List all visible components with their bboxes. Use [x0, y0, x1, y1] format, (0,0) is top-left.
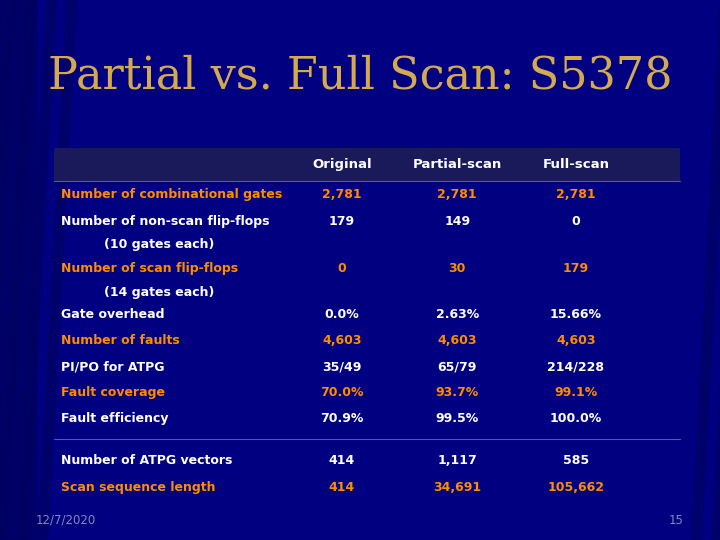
Text: 65/79: 65/79 — [438, 360, 477, 373]
Text: 12/7/2020: 12/7/2020 — [36, 514, 96, 526]
Text: Fault coverage: Fault coverage — [61, 386, 165, 399]
Text: Full-scan: Full-scan — [542, 158, 610, 171]
Text: (14 gates each): (14 gates each) — [104, 286, 215, 299]
Text: 70.0%: 70.0% — [320, 386, 364, 399]
Text: 15.66%: 15.66% — [550, 308, 602, 321]
Text: 414: 414 — [329, 454, 355, 467]
Polygon shape — [691, 0, 720, 540]
Text: Original: Original — [312, 158, 372, 171]
Text: 15: 15 — [669, 514, 684, 526]
Text: 2,781: 2,781 — [437, 188, 477, 201]
Text: 99.1%: 99.1% — [554, 386, 598, 399]
Text: 35/49: 35/49 — [323, 360, 361, 373]
Text: 0: 0 — [572, 215, 580, 228]
Text: 214/228: 214/228 — [547, 360, 605, 373]
Text: 70.9%: 70.9% — [320, 412, 364, 425]
Text: 105,662: 105,662 — [547, 481, 605, 494]
Text: 34,691: 34,691 — [433, 481, 481, 494]
Text: 93.7%: 93.7% — [436, 386, 479, 399]
Text: 0.0%: 0.0% — [325, 308, 359, 321]
Text: 179: 179 — [563, 262, 589, 275]
Text: Partial vs. Full Scan: S5378: Partial vs. Full Scan: S5378 — [48, 54, 672, 97]
Text: 4,603: 4,603 — [323, 334, 361, 347]
Text: (10 gates each): (10 gates each) — [104, 238, 215, 251]
Text: Partial-scan: Partial-scan — [413, 158, 502, 171]
Polygon shape — [0, 0, 17, 540]
Text: Number of combinational gates: Number of combinational gates — [61, 188, 282, 201]
Text: Number of scan flip-flops: Number of scan flip-flops — [61, 262, 238, 275]
Text: Number of ATPG vectors: Number of ATPG vectors — [61, 454, 233, 467]
Polygon shape — [711, 0, 720, 540]
Text: 2.63%: 2.63% — [436, 308, 479, 321]
Text: 2,781: 2,781 — [556, 188, 596, 201]
Text: Scan sequence length: Scan sequence length — [61, 481, 216, 494]
Text: Number of faults: Number of faults — [61, 334, 180, 347]
Text: Gate overhead: Gate overhead — [61, 308, 165, 321]
Text: Fault efficiency: Fault efficiency — [61, 412, 168, 425]
Polygon shape — [0, 0, 37, 540]
Text: 414: 414 — [329, 481, 355, 494]
Bar — [54, 148, 680, 181]
Text: 99.5%: 99.5% — [436, 412, 479, 425]
Text: 149: 149 — [444, 215, 470, 228]
Polygon shape — [37, 0, 77, 540]
Text: 179: 179 — [329, 215, 355, 228]
Text: 30: 30 — [449, 262, 466, 275]
Text: Number of non-scan flip-flops: Number of non-scan flip-flops — [61, 215, 270, 228]
Text: 4,603: 4,603 — [438, 334, 477, 347]
Text: 1,117: 1,117 — [437, 454, 477, 467]
Text: 100.0%: 100.0% — [550, 412, 602, 425]
Polygon shape — [17, 0, 57, 540]
Text: 0: 0 — [338, 262, 346, 275]
Text: 2,781: 2,781 — [322, 188, 362, 201]
Text: 4,603: 4,603 — [557, 334, 595, 347]
Text: PI/PO for ATPG: PI/PO for ATPG — [61, 360, 165, 373]
Text: 585: 585 — [563, 454, 589, 467]
